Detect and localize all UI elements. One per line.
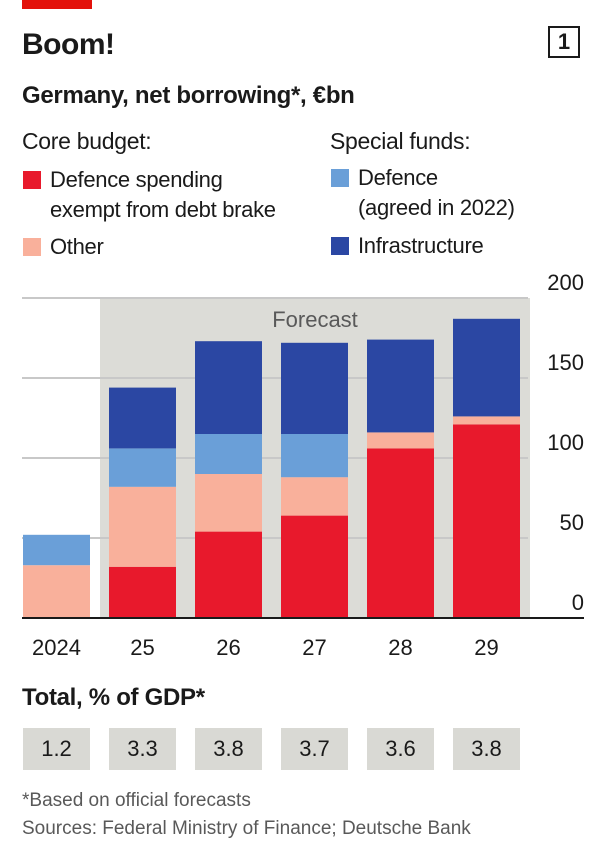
legend-label-infrastructure: Infrastructure: [358, 233, 484, 258]
gdp-value-29: 3.8: [453, 728, 520, 770]
bar-27-defence_exempt: [281, 515, 348, 618]
x-tick-label-28: 28: [388, 635, 412, 660]
legend-defence-exempt-line2: exempt from debt brake: [50, 197, 276, 222]
bar-26-defence_fund: [195, 434, 262, 474]
legend-defence-fund-line2: (agreed in 2022): [358, 195, 515, 220]
legend-label-other: Other: [50, 234, 104, 259]
chart-title: Boom!: [22, 28, 115, 61]
bar-28-infrastructure: [367, 339, 434, 433]
y-tick-label-150: 150: [547, 350, 584, 375]
accent-bar: [22, 0, 92, 9]
gdp-value-25: 3.3: [109, 728, 176, 770]
chart-subtitle: Germany, net borrowing*, €bn: [22, 82, 355, 109]
x-tick-label-26: 26: [216, 635, 240, 660]
x-tick-label-29: 29: [474, 635, 498, 660]
bar-29-other: [453, 416, 520, 425]
legend-defence-exempt-line1: Defence spending: [50, 167, 223, 192]
y-tick-label-100: 100: [547, 430, 584, 455]
bar-26-defence_exempt: [195, 531, 262, 618]
legend-defence-fund-line1: Defence: [358, 165, 438, 190]
bar-29-defence_exempt: [453, 424, 520, 618]
gdp-value-26: 3.8: [195, 728, 262, 770]
bar-26-other: [195, 474, 262, 532]
forecast-label: Forecast: [272, 307, 358, 332]
legend-core-heading: Core budget:: [22, 128, 152, 154]
bar-27-defence_fund: [281, 434, 348, 478]
bar-25-other: [109, 486, 176, 567]
y-tick-label-0: 0: [572, 590, 584, 615]
x-tick-label-27: 27: [302, 635, 326, 660]
gdp-value-2024: 1.2: [23, 728, 90, 770]
bar-25-infrastructure: [109, 387, 176, 449]
bar-29-infrastructure: [453, 318, 520, 417]
legend-swatch-defence-exempt: [23, 171, 41, 189]
gdp-value-28: 3.6: [367, 728, 434, 770]
y-tick-label-50: 50: [560, 510, 584, 535]
bar-25-defence_fund: [109, 448, 176, 487]
bar-26-infrastructure: [195, 341, 262, 434]
bar-25-defence_exempt: [109, 566, 176, 618]
legend-special-heading: Special funds:: [330, 128, 471, 154]
gdp-value-27: 3.7: [281, 728, 348, 770]
legend-label-defence-exempt: Defence spending exempt from debt brake: [50, 165, 276, 225]
bar-2024-defence_fund: [23, 534, 90, 566]
bar-27-other: [281, 477, 348, 516]
gdp-title: Total, % of GDP*: [22, 684, 205, 711]
sources: Sources: Federal Ministry of Finance; De…: [22, 818, 471, 839]
legend-label-defence-fund: Defence (agreed in 2022): [358, 163, 515, 223]
x-tick-label-25: 25: [130, 635, 154, 660]
y-tick-label-200: 200: [547, 270, 584, 295]
bar-2024-other: [23, 565, 90, 618]
bar-28-defence_exempt: [367, 448, 434, 618]
stacked-bar-chart: Forecast 0 50 100 150 200 2024 25 26 27 28 29: [22, 270, 584, 660]
x-tick-label-2024: 2024: [32, 635, 81, 660]
legend-swatch-other: [23, 238, 41, 256]
chart-number-badge: 1: [548, 26, 580, 58]
footnote: *Based on official forecasts: [22, 790, 251, 811]
legend-swatch-infrastructure: [331, 237, 349, 255]
bar-28-other: [367, 432, 434, 449]
bar-27-infrastructure: [281, 342, 348, 434]
legend-swatch-defence-fund: [331, 169, 349, 187]
